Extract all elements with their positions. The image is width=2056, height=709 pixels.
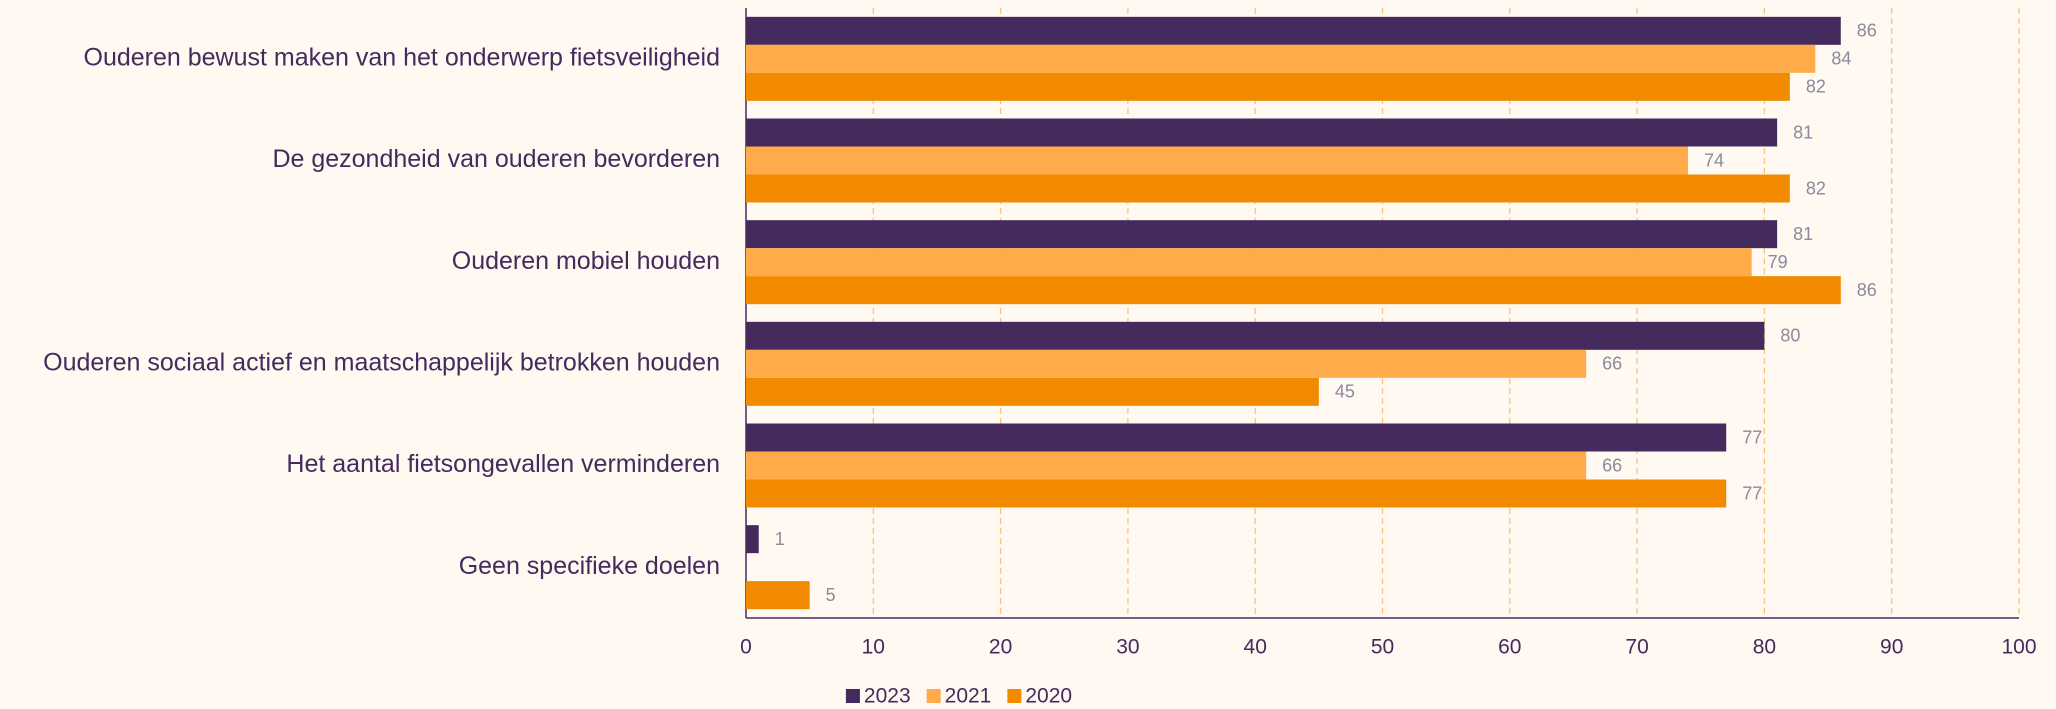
bar	[746, 118, 1778, 147]
legend-label: 2023	[864, 685, 911, 708]
value-label: 86	[1857, 21, 1877, 41]
category-label: Ouderen mobiel houden	[452, 247, 720, 275]
legend-swatch	[845, 689, 860, 703]
legend-swatch	[1007, 689, 1022, 703]
bar	[746, 44, 1816, 73]
category-label: De gezondheid van ouderen bevorderen	[272, 145, 720, 173]
x-tick-label: 60	[1498, 636, 1521, 659]
value-label: 77	[1742, 483, 1762, 503]
category-label: Ouderen bewust maken van het onderwerp f…	[84, 43, 721, 71]
bar	[746, 423, 1727, 452]
value-label: 5	[826, 585, 836, 605]
bar	[746, 174, 1790, 203]
legend-swatch	[926, 689, 941, 703]
x-tick-label: 40	[1244, 636, 1267, 659]
value-label: 66	[1602, 455, 1622, 475]
bar	[746, 581, 810, 610]
value-label: 82	[1806, 77, 1826, 97]
value-label: 81	[1793, 122, 1813, 142]
value-label: 1	[775, 529, 785, 549]
value-label: 86	[1857, 280, 1877, 300]
bar	[746, 525, 759, 554]
bar	[746, 72, 1790, 101]
value-label: 82	[1806, 178, 1826, 198]
value-label: 79	[1768, 252, 1788, 272]
bar	[746, 321, 1765, 350]
value-label: 77	[1742, 427, 1762, 447]
bar	[746, 479, 1727, 508]
x-tick-label: 80	[1753, 636, 1776, 659]
x-tick-label: 70	[1625, 636, 1648, 659]
category-label: Het aantal fietsongevallen verminderen	[286, 450, 720, 478]
bar	[746, 276, 1841, 305]
x-tick-label: 10	[862, 636, 885, 659]
x-tick-label: 30	[1116, 636, 1139, 659]
x-tick-label: 0	[740, 636, 752, 659]
bar	[746, 451, 1587, 480]
bar	[746, 349, 1587, 378]
x-tick-label: 50	[1371, 636, 1394, 659]
legend-label: 2021	[945, 685, 992, 708]
value-label: 81	[1793, 224, 1813, 244]
bar	[746, 146, 1689, 175]
value-label: 80	[1780, 326, 1800, 346]
value-label: 84	[1831, 49, 1851, 69]
value-label: 66	[1602, 354, 1622, 374]
category-label: Geen specifieke doelen	[459, 552, 720, 580]
value-label: 74	[1704, 150, 1724, 170]
bar	[746, 377, 1319, 406]
legend-label: 2020	[1025, 685, 1072, 708]
x-tick-label: 20	[989, 636, 1012, 659]
bar	[746, 248, 1752, 277]
legend: 2023 2021 2020	[845, 685, 1072, 708]
bar	[746, 220, 1778, 249]
x-tick-label: 90	[1880, 636, 1903, 659]
value-label: 45	[1335, 382, 1355, 402]
category-label: Ouderen sociaal actief en maatschappelij…	[43, 348, 720, 376]
bar	[746, 16, 1841, 45]
x-tick-label: 100	[2001, 636, 2036, 659]
